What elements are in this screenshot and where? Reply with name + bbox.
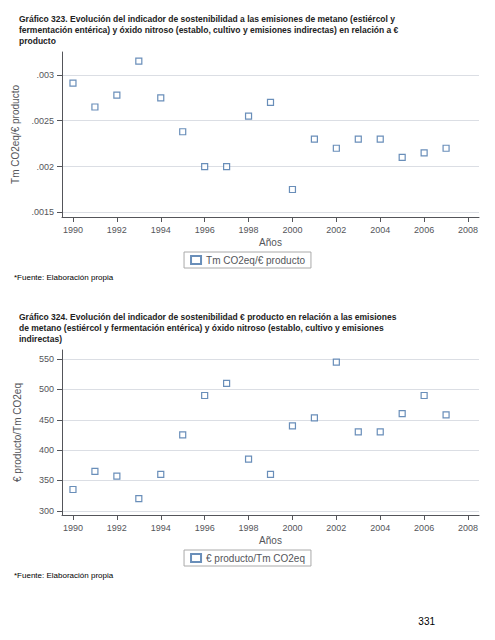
svg-text:2004: 2004 xyxy=(370,225,390,235)
svg-text:1998: 1998 xyxy=(239,523,259,533)
svg-text:400: 400 xyxy=(39,445,54,455)
svg-text:.002: .002 xyxy=(36,162,54,172)
svg-text:de metano (estiércol y ferment: de metano (estiércol y fermentación enté… xyxy=(19,323,384,333)
svg-text:producto: producto xyxy=(19,36,56,46)
svg-text:1996: 1996 xyxy=(195,225,215,235)
svg-text:€ producto/Tm CO2eq: € producto/Tm CO2eq xyxy=(206,553,305,564)
svg-text:2004: 2004 xyxy=(370,523,390,533)
svg-text:.003: .003 xyxy=(36,70,54,80)
svg-text:331: 331 xyxy=(418,616,435,627)
svg-text:2008: 2008 xyxy=(458,523,478,533)
svg-text:2002: 2002 xyxy=(326,523,346,533)
svg-text:2000: 2000 xyxy=(282,523,302,533)
svg-text:.0015: .0015 xyxy=(31,207,54,217)
svg-text:2006: 2006 xyxy=(414,523,434,533)
svg-text:2006: 2006 xyxy=(414,225,434,235)
svg-text:1992: 1992 xyxy=(107,523,127,533)
svg-text:Años: Años xyxy=(259,237,282,248)
svg-text:1994: 1994 xyxy=(151,523,171,533)
svg-text:450: 450 xyxy=(39,415,54,425)
svg-text:1998: 1998 xyxy=(239,225,259,235)
svg-text:indirectas): indirectas) xyxy=(19,334,62,344)
svg-text:1992: 1992 xyxy=(107,225,127,235)
svg-text:550: 550 xyxy=(39,354,54,364)
svg-text:1990: 1990 xyxy=(63,225,83,235)
svg-text:€ producto/Tm CO2eq: € producto/Tm CO2eq xyxy=(12,383,23,482)
svg-text:1996: 1996 xyxy=(195,523,215,533)
svg-text:*Fuente: Elaboración propia: *Fuente: Elaboración propia xyxy=(14,273,114,282)
svg-text:Gráfico 323. Evolución del ind: Gráfico 323. Evolución del indicador de … xyxy=(19,14,395,24)
svg-text:Años: Años xyxy=(259,535,282,546)
svg-text:2008: 2008 xyxy=(458,225,478,235)
svg-text:350: 350 xyxy=(39,475,54,485)
svg-text:.0025: .0025 xyxy=(31,116,54,126)
svg-text:Gráfico 324. Evolución del ind: Gráfico 324. Evolución del indicador de … xyxy=(19,312,397,322)
svg-text:300: 300 xyxy=(39,506,54,516)
svg-text:2000: 2000 xyxy=(282,225,302,235)
svg-text:2002: 2002 xyxy=(326,225,346,235)
svg-text:Tm CO2eq/€ producto: Tm CO2eq/€ producto xyxy=(10,85,21,184)
svg-text:1994: 1994 xyxy=(151,225,171,235)
svg-text:1990: 1990 xyxy=(63,523,83,533)
svg-text:Tm CO2eq/€ producto: Tm CO2eq/€ producto xyxy=(206,255,305,266)
svg-text:fermentación entérica) y óxido: fermentación entérica) y óxido nitroso (… xyxy=(19,25,399,35)
svg-text:*Fuente: Elaboración propia: *Fuente: Elaboración propia xyxy=(14,571,114,580)
svg-text:500: 500 xyxy=(39,384,54,394)
